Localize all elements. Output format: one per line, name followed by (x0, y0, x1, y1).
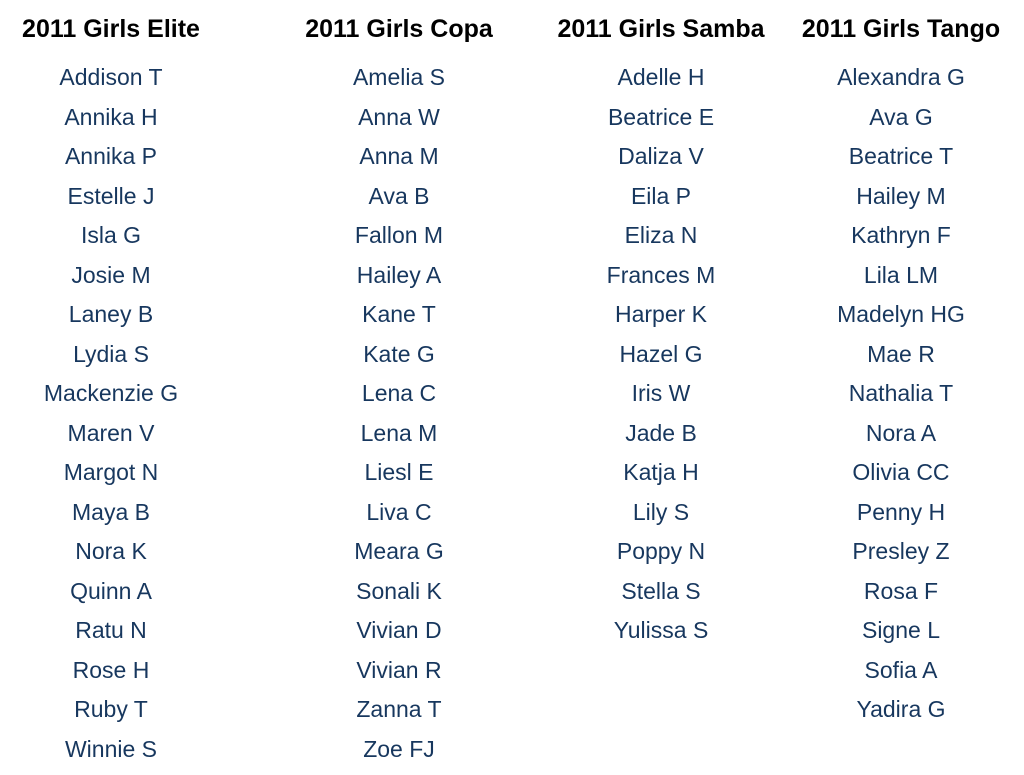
player-name: Hazel G (619, 340, 703, 367)
player-name: Amelia S (352, 64, 446, 90)
player-name: Kathryn F (851, 222, 951, 248)
player-name: Addison T (59, 64, 163, 90)
player-name: Annika H (64, 103, 158, 130)
player-name: Yulissa S (613, 617, 709, 643)
player-name: Lena M (360, 419, 438, 446)
player-name: Beatrice E (607, 103, 715, 130)
team-column-samba: 2011 Girls Samba Adelle H Beatrice E Daliz… (548, 0, 774, 651)
player-name: Nora A (865, 419, 937, 446)
player-name: Kane T (362, 301, 436, 327)
player-name: Margot N (63, 459, 159, 485)
player-name: Anna W (358, 103, 440, 130)
player-name: Liesl E (364, 459, 434, 485)
player-name: Eila P (630, 182, 692, 209)
player-name: Isla G (80, 222, 142, 248)
player-list: Alexandra G Ava G Beatrice T Hailey M Kathry… (837, 58, 965, 730)
player-name: Annika P (64, 143, 158, 169)
player-name: Quinn A (70, 577, 152, 604)
player-name: Signe L (861, 617, 940, 643)
player-name: Sofia A (864, 656, 938, 683)
player-name: Olivia CC (852, 459, 950, 485)
player-name: Stella S (621, 577, 701, 604)
player-name: Zoe FJ (363, 735, 435, 762)
player-name: Presley Z (852, 538, 950, 564)
player-name: Zanna T (356, 696, 442, 722)
team-column-copa: 2011 Girls Copa Amelia S Anna W Anna M Ava … (288, 0, 510, 769)
player-name: Ava B (368, 182, 430, 209)
player-name: Anna M (359, 143, 439, 169)
player-name: Lily S (632, 498, 690, 525)
team-column-elite: 2011 Girls Elite Addison T Annika H Annika… (0, 0, 222, 769)
player-name: Josie M (71, 261, 151, 288)
player-name: Nathalia T (848, 380, 954, 406)
player-name: Ratu N (75, 617, 147, 643)
player-name: Harper K (614, 301, 708, 327)
player-name: Rosa F (863, 577, 939, 604)
player-name: Hailey A (356, 261, 442, 288)
player-name: Kate G (363, 340, 435, 367)
player-name: Fallon M (354, 222, 444, 248)
player-name: Daliza V (618, 143, 704, 169)
team-column-tango: 2011 Girls Tango Alexandra G Ava G Beatric… (790, 0, 1012, 730)
player-name: Mackenzie G (43, 380, 179, 406)
player-name: Sonali K (356, 577, 442, 604)
player-name: Lydia S (73, 340, 149, 367)
player-name: Vivian R (356, 656, 442, 683)
player-name: Beatrice T (848, 143, 954, 169)
player-name: Meara G (354, 538, 444, 564)
team-title: 2011 Girls Samba (557, 15, 765, 43)
team-title: 2011 Girls Copa (305, 15, 493, 43)
player-list: Adelle H Beatrice E Daliza V Eila P Eliza N F… (607, 58, 716, 651)
player-name: Lena C (361, 380, 437, 406)
player-name: Frances M (606, 261, 716, 288)
player-name: Jade B (625, 419, 697, 446)
player-name: Nora K (75, 538, 147, 564)
player-name: Estelle J (67, 182, 155, 209)
player-name: Alexandra G (837, 64, 965, 90)
player-name: Liva C (366, 498, 432, 525)
player-name: Rose H (72, 656, 150, 683)
player-name: Ava G (869, 103, 933, 130)
player-name: Lila LM (863, 261, 939, 288)
player-list: Amelia S Anna W Anna M Ava B Fallon M Hailey … (353, 58, 445, 769)
player-name: Madelyn HG (837, 301, 965, 327)
player-name: Maren V (67, 419, 155, 446)
player-name: Katja H (623, 459, 699, 485)
player-name: Hailey M (856, 182, 946, 209)
player-list: Addison T Annika H Annika P Estelle J Isla G… (44, 58, 178, 769)
player-name: Penny H (856, 498, 946, 525)
player-name: Ruby T (74, 696, 148, 722)
team-title: 2011 Girls Elite (22, 15, 200, 43)
player-name: Mae R (867, 340, 935, 367)
player-name: Eliza N (624, 222, 698, 248)
player-name: Maya B (72, 498, 150, 525)
player-name: Winnie S (64, 735, 158, 762)
team-title: 2011 Girls Tango (801, 15, 1001, 43)
player-name: Yadira G (856, 696, 946, 722)
player-name: Iris W (631, 380, 691, 406)
player-name: Poppy N (616, 538, 706, 564)
player-name: Laney B (68, 301, 154, 327)
player-name: Vivian D (356, 617, 442, 643)
player-name: Adelle H (617, 64, 705, 90)
